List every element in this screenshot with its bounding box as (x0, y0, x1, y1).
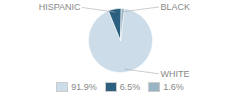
svg-text:WHITE: WHITE (161, 69, 190, 79)
svg-text:HISPANIC: HISPANIC (39, 2, 81, 12)
html-text:1.6%: 1.6% (163, 81, 184, 92)
html-text:91.9%: 91.9% (71, 81, 97, 92)
svg-text:BLACK: BLACK (161, 2, 191, 12)
html-text:6.5%: 6.5% (119, 81, 141, 92)
